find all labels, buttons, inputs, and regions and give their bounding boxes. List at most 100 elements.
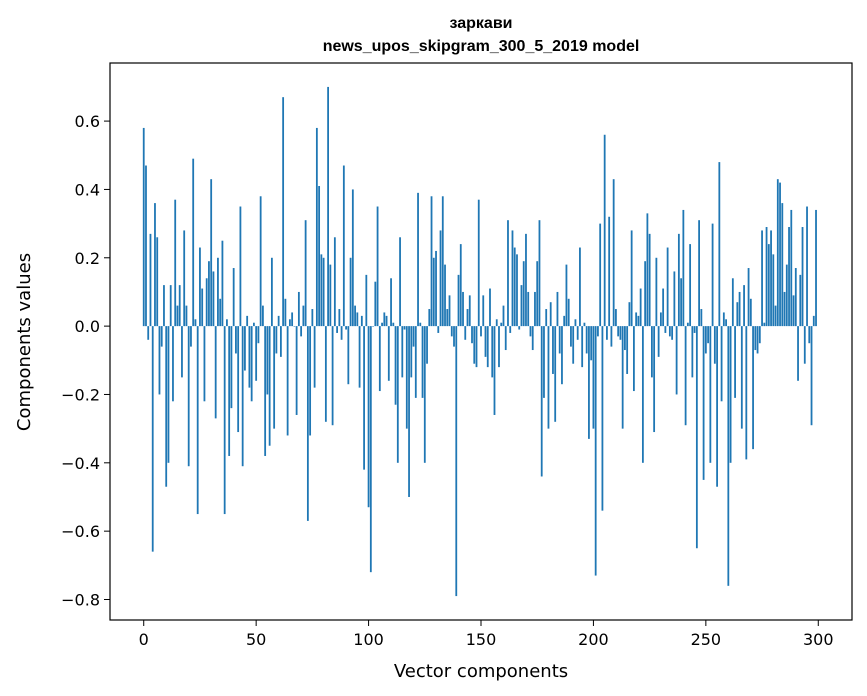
bar (302, 305, 305, 327)
bar (597, 326, 599, 337)
bar (232, 268, 235, 327)
bar (630, 230, 633, 327)
bar (259, 196, 262, 327)
bar (574, 319, 577, 327)
bar (149, 233, 152, 327)
bar (504, 326, 507, 351)
bar (196, 326, 199, 515)
bar (507, 220, 509, 327)
bar (664, 326, 667, 333)
bar (765, 227, 768, 327)
bar (466, 309, 469, 327)
bar (394, 326, 397, 405)
bar (792, 295, 795, 327)
bar (547, 326, 550, 429)
bar (354, 305, 356, 327)
bar (543, 326, 545, 398)
bar (531, 326, 534, 351)
bar (327, 86, 329, 327)
y-tick-label: −0.2 (61, 385, 100, 404)
bar (749, 298, 752, 327)
bar (158, 326, 161, 395)
bar (758, 326, 761, 344)
bar (275, 326, 278, 354)
bar (154, 203, 156, 327)
bar (525, 233, 527, 327)
bar (707, 326, 709, 344)
bar (217, 257, 219, 327)
bar (520, 285, 523, 327)
bar (740, 326, 743, 429)
bar (743, 285, 745, 327)
bar (342, 165, 345, 327)
bar (205, 278, 208, 327)
bar (417, 192, 419, 327)
bar (716, 326, 718, 487)
bar (264, 326, 267, 456)
bar (297, 291, 300, 327)
bar (803, 326, 806, 364)
bar (570, 326, 572, 347)
bar (255, 326, 258, 381)
bar (682, 209, 685, 327)
bar (626, 326, 629, 374)
bar (756, 326, 759, 354)
bar (671, 326, 674, 340)
bar (363, 326, 365, 470)
bar (462, 291, 464, 327)
bar (774, 305, 777, 327)
bar (401, 326, 404, 378)
bar (277, 315, 280, 327)
bar (257, 326, 260, 344)
bar (815, 209, 817, 327)
bar (518, 326, 521, 330)
x-tick-label: 100 (353, 630, 384, 649)
bar (702, 326, 705, 480)
bar (592, 326, 595, 429)
bar (610, 326, 613, 347)
bar (399, 237, 401, 327)
bar (500, 322, 503, 327)
bar (423, 326, 426, 463)
bar (806, 206, 808, 327)
x-axis-label: Vector components (394, 661, 568, 682)
bar (576, 326, 579, 340)
y-axis-ticks: −0.8 −0.6 −0.4 −0.2 0.0 0.2 0.4 0.6 (61, 112, 110, 609)
bar (579, 247, 581, 327)
bar (190, 326, 192, 347)
bar (315, 127, 318, 327)
bar (214, 326, 217, 419)
bar (163, 285, 165, 327)
bar (183, 230, 186, 327)
bar (770, 230, 772, 327)
bar (788, 227, 790, 327)
bar (801, 227, 804, 327)
bar (763, 322, 766, 327)
bar (495, 319, 498, 327)
bar (345, 326, 347, 330)
bar (797, 326, 799, 381)
bar (790, 209, 793, 327)
bar (293, 326, 296, 327)
bar (718, 162, 721, 327)
bar (675, 326, 678, 395)
bar (534, 291, 536, 327)
bar (698, 220, 700, 327)
bar (738, 291, 741, 327)
x-tick-label: 150 (466, 630, 497, 649)
bar (322, 257, 325, 327)
bar (516, 254, 518, 327)
bar (340, 326, 343, 340)
y-tick-label: 0.4 (75, 180, 100, 199)
bar (450, 326, 453, 337)
bar (480, 326, 482, 337)
bar (556, 291, 559, 327)
bar (606, 326, 608, 340)
bar (695, 326, 698, 549)
bar (498, 326, 500, 368)
bar (644, 261, 647, 327)
bar (273, 326, 276, 429)
bar (725, 319, 727, 327)
bar (403, 326, 406, 330)
